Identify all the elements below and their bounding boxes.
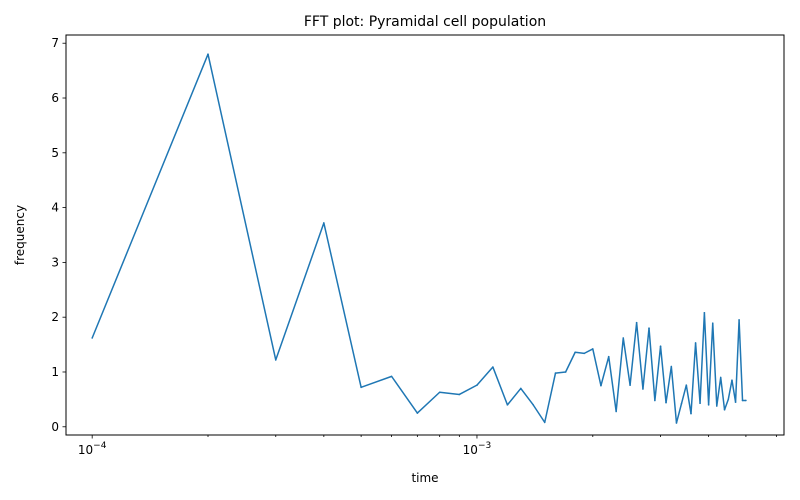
plot-frame	[65, 34, 785, 436]
y-tick-label: 6	[51, 91, 59, 105]
x-tick-label: 10−3	[463, 441, 492, 457]
data-point	[274, 359, 277, 361]
x-axis-label: time	[411, 471, 438, 485]
data-point	[727, 398, 730, 401]
data-point	[492, 366, 494, 368]
data-point	[629, 384, 631, 386]
data-point	[741, 399, 744, 402]
data-point	[543, 421, 546, 424]
y-tick-label: 1	[51, 365, 59, 379]
data-point	[685, 384, 688, 386]
data-point	[680, 402, 683, 405]
data-point	[665, 401, 667, 404]
y-axis-ticks: 0 1 2 3 4 5 6 7	[51, 36, 66, 434]
data-point	[583, 352, 586, 355]
data-point	[622, 337, 625, 339]
data-point	[360, 386, 362, 389]
series-layer	[91, 53, 747, 424]
data-point	[694, 342, 697, 344]
data-point	[635, 321, 638, 324]
data-point	[416, 412, 419, 414]
data-point	[719, 376, 722, 379]
x-tick-label: 10−4	[78, 441, 107, 457]
data-point	[703, 312, 706, 314]
series-line	[91, 53, 746, 424]
y-axis-label: frequency	[13, 205, 27, 265]
chart-title: FFT plot: Pyramidal cell population	[304, 14, 546, 30]
data-point	[615, 410, 617, 413]
y-tick-label: 3	[51, 255, 59, 269]
data-point	[458, 393, 461, 396]
data-point	[476, 384, 478, 386]
data-point	[506, 404, 509, 406]
data-point	[711, 322, 714, 325]
y-tick-label: 0	[51, 420, 59, 434]
data-point	[438, 391, 441, 394]
data-point	[690, 412, 692, 415]
y-tick-label: 2	[51, 310, 59, 324]
data-point	[675, 422, 678, 424]
x-axis-ticks: 10−4 10−3	[78, 435, 777, 457]
data-point	[745, 399, 747, 402]
data-point	[642, 388, 644, 390]
y-tick-label: 7	[51, 36, 59, 50]
data-point	[670, 365, 673, 368]
data-point	[734, 401, 737, 403]
data-point	[207, 53, 209, 55]
data-point	[707, 404, 710, 406]
data-point	[591, 348, 594, 350]
plot-area	[66, 35, 784, 435]
data-point	[390, 375, 393, 378]
data-point	[607, 355, 610, 358]
data-point	[532, 404, 534, 406]
data-point	[699, 402, 701, 405]
y-tick-label: 5	[51, 146, 59, 160]
data-point	[520, 387, 522, 390]
data-point	[723, 408, 726, 411]
data-point	[600, 384, 602, 387]
data-point	[91, 337, 93, 339]
y-tick-label: 4	[51, 201, 59, 215]
data-point	[738, 319, 740, 321]
data-point	[574, 351, 576, 354]
data-point	[323, 222, 325, 224]
data-point	[564, 371, 567, 373]
data-point	[554, 372, 557, 374]
data-point	[648, 327, 650, 329]
data-point	[659, 345, 662, 348]
data-point	[715, 405, 718, 407]
data-point	[731, 379, 733, 382]
data-point	[654, 399, 656, 402]
